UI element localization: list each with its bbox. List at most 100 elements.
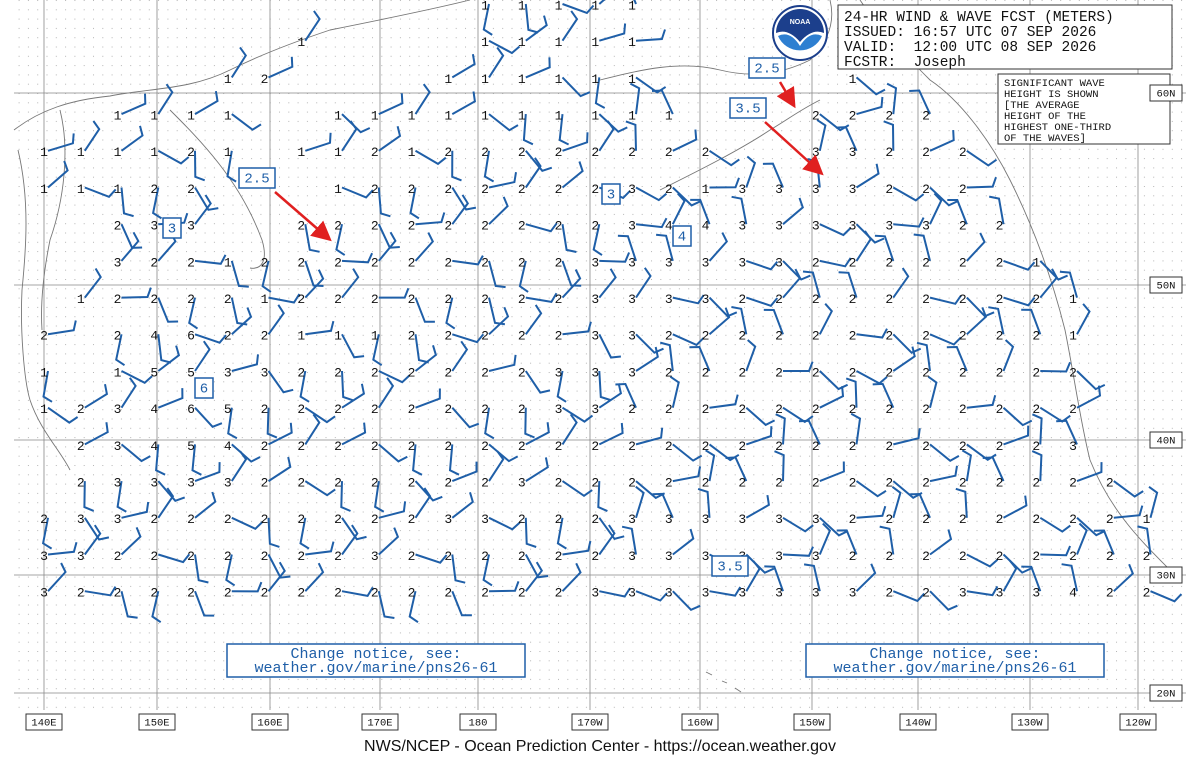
wind-barb — [615, 382, 637, 409]
wind-barb — [966, 585, 999, 597]
wind-barb — [708, 307, 731, 336]
wave-height: 1 — [224, 72, 232, 87]
wave-height: 2 — [481, 292, 489, 307]
wave-height: 2 — [187, 255, 195, 270]
legend-line: HEIGHT OF THE — [1004, 111, 1086, 123]
wind-barb — [819, 223, 852, 237]
wind-barb — [151, 590, 162, 624]
wave-height: 3 — [738, 219, 746, 234]
wave-height: 2 — [922, 512, 930, 527]
wave-height: 2 — [1106, 586, 1114, 601]
lon-label-box — [25, 713, 63, 731]
wind-barb — [378, 93, 404, 116]
wave-height: 2 — [334, 549, 342, 564]
lon-label-box — [793, 713, 831, 731]
wave-height: 3 — [224, 365, 232, 380]
wave-height: 1 — [665, 109, 673, 124]
wave-height: 3 — [77, 549, 85, 564]
wave-height: 2 — [261, 402, 269, 417]
wind-barb — [84, 384, 109, 409]
wind-barb — [803, 563, 821, 592]
wave-height: 3 — [591, 255, 599, 270]
wave-height: 2 — [481, 145, 489, 160]
wave-height: 2 — [738, 329, 746, 344]
wave-height: 1 — [408, 109, 416, 124]
wind-barb — [409, 187, 420, 220]
header: 24-HR WIND & WAVE FCST (METERS)ISSUED: 1… — [844, 10, 1114, 71]
wind-barb — [1002, 339, 1015, 372]
notice-box — [226, 643, 526, 678]
callout-box — [672, 225, 692, 247]
lat-label-box — [1149, 684, 1183, 702]
wind-barb — [525, 457, 549, 482]
wind-barb — [47, 406, 79, 424]
wave-height: 1 — [481, 35, 489, 50]
wave-height: 4 — [702, 219, 710, 234]
wind-barb — [414, 232, 434, 262]
wind-barb — [120, 187, 134, 218]
wave-height: 2 — [665, 329, 673, 344]
wind-barb — [651, 89, 674, 115]
wind-barb — [891, 486, 902, 519]
graticule — [14, 0, 1186, 710]
wind-barb — [304, 224, 320, 253]
wave-height: 3 — [702, 512, 710, 527]
wind-barb — [669, 375, 680, 408]
wind-barb — [267, 561, 286, 592]
wind-barb — [893, 217, 925, 228]
wave-height: 1 — [628, 35, 636, 50]
wind-barb — [194, 554, 209, 584]
wave-height: 1 — [591, 0, 599, 13]
wave-height: 2 — [665, 402, 673, 417]
wave-height: 2 — [591, 439, 599, 454]
wind-barb — [41, 517, 53, 550]
wave-height: 2 — [408, 365, 416, 380]
wave-height: 1 — [518, 72, 526, 87]
lat-label: 60N — [1157, 88, 1176, 100]
wind-barb — [655, 233, 674, 262]
wave-height: 2 — [922, 109, 930, 124]
wave-height: 2 — [591, 476, 599, 491]
lon-label-box — [899, 713, 937, 731]
wind-barb — [562, 321, 592, 336]
wave-height: 2 — [702, 439, 710, 454]
wave-height: 2 — [408, 439, 416, 454]
wind-barb — [892, 346, 916, 372]
wave-height: 3 — [114, 512, 122, 527]
wind-barb — [635, 346, 659, 372]
wind-barb — [818, 303, 834, 335]
wave-height: 3 — [1069, 439, 1077, 454]
wind-barb — [84, 186, 117, 198]
wind-barb — [488, 354, 517, 372]
wave-height: 2 — [150, 512, 158, 527]
wave-height: 2 — [261, 549, 269, 564]
wave-height: 3 — [40, 586, 48, 601]
lon-label: 160E — [257, 717, 282, 729]
wave-height: 2 — [334, 512, 342, 527]
wind-barb — [671, 192, 686, 225]
wind-barb — [267, 456, 292, 482]
wind-barb — [855, 480, 887, 498]
wave-height: 2 — [922, 255, 930, 270]
wind-barb — [116, 480, 127, 513]
wave-height: 2 — [885, 109, 893, 124]
wave-height: 2 — [628, 402, 636, 417]
wind-barb — [1031, 413, 1043, 445]
wind-barb — [522, 114, 534, 146]
wave-height: 2 — [408, 512, 416, 527]
wind-barb — [856, 505, 887, 519]
wave-height: 2 — [334, 476, 342, 491]
wave-height: 2 — [849, 329, 857, 344]
wind-barb — [1113, 505, 1144, 519]
wind-barb — [745, 155, 757, 188]
wind-barb — [855, 76, 886, 96]
wind-barb — [929, 333, 962, 346]
wave-height: 2 — [408, 586, 416, 601]
wind-barb — [561, 480, 593, 498]
wind-barb — [892, 333, 922, 354]
callout-label: 4 — [678, 230, 686, 246]
wind-barb — [304, 269, 325, 299]
wind-barb — [886, 82, 898, 115]
wave-height: 3 — [1032, 586, 1040, 601]
